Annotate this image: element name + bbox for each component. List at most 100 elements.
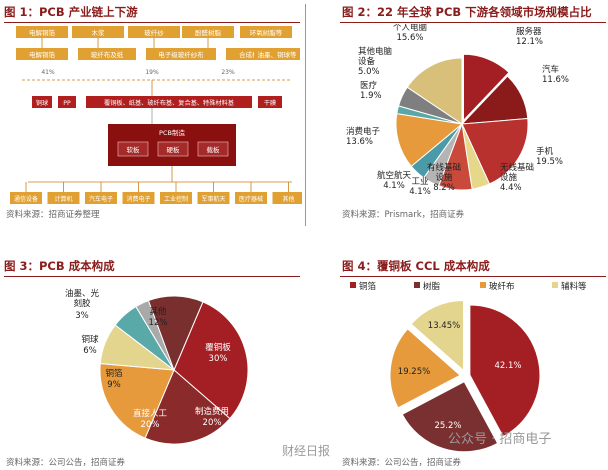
fig4-value-label: 42.1% — [494, 361, 521, 371]
fig2-category-label: 服务器 — [516, 26, 542, 37]
row2-label: 玻纤布及纸 — [91, 50, 124, 59]
fig2-value-label: 1.9% — [360, 91, 382, 101]
fig3-source: 资料来源：公司公告，招商证券 — [6, 458, 126, 468]
app-label: 通信设备 — [14, 195, 38, 203]
pcb-item-box — [157, 141, 189, 157]
fig2-category-label: 其他电脑设备 — [358, 46, 393, 67]
fig3-category-label: 油墨、光刻胶 — [65, 288, 100, 309]
watermark-right: 公众号 · 招商电子 — [448, 432, 552, 447]
app-box — [235, 192, 267, 204]
row2-label: 油墨、铜球等 — [258, 50, 298, 59]
share-label: 23% — [221, 69, 235, 76]
fig1-source: 资料来源：招商证券整理 — [6, 210, 100, 220]
app-box — [47, 192, 80, 204]
row2-box — [78, 48, 136, 60]
fig2-slice-1 — [462, 53, 510, 122]
app-box — [10, 192, 42, 204]
fig4-title-rule — [340, 276, 606, 277]
fig3-value-label: 9% — [107, 380, 121, 390]
app-label: 军事航天 — [201, 195, 225, 203]
fig2-slice-11 — [406, 57, 463, 125]
fig2-category-label: 手机 — [536, 146, 554, 157]
app-label: 其他 — [282, 195, 294, 203]
row1-box — [182, 26, 234, 38]
fig2-value-label: 13.6% — [346, 137, 373, 147]
row3-box — [32, 96, 52, 108]
fig2-category-label: 无线基础设施 — [500, 162, 534, 183]
fig3-value-label: 3% — [75, 311, 89, 321]
top-separator — [305, 4, 306, 226]
fig4-legend-label: 树脂 — [423, 281, 441, 292]
share-label: 41% — [41, 69, 55, 76]
row2-box — [146, 48, 216, 60]
pcb-item-box — [117, 141, 149, 157]
fig2-value-label: 12.1% — [516, 37, 543, 47]
fig1-title: 图 1：PCB 产业链上下游 — [4, 5, 138, 19]
fig3-category-label: 其他 — [149, 306, 167, 317]
row3-box — [58, 96, 76, 108]
fig3-slice-1 — [173, 301, 249, 420]
pcb-item-label: 硬板 — [167, 145, 181, 154]
row1-label: 酚醛树脂 — [195, 28, 222, 37]
row1-label: 玻纤纱 — [144, 28, 164, 37]
row2-box — [254, 48, 300, 60]
fig3-value-label: 6% — [83, 346, 97, 356]
fig3-title-rule — [4, 276, 300, 277]
fig2-value-label: 11.6% — [542, 75, 569, 85]
fig2-value-label: 4.4% — [500, 183, 522, 193]
fig4-slice-2 — [401, 381, 499, 453]
fig2-value-label: 4.1% — [383, 181, 405, 191]
row1-box — [16, 26, 68, 38]
fig4-slice-1 — [469, 304, 541, 438]
fig3-category-label: 直接人工 — [133, 408, 168, 419]
fig2-category-label: 消费电子 — [346, 126, 381, 137]
fig4-legend-label: 铜箔 — [359, 281, 377, 292]
fig4-legend-label: 玻纤布 — [489, 281, 515, 292]
row2-box — [16, 48, 68, 60]
fig3-category-label: 铜球 — [81, 334, 99, 345]
fig2-value-label: 5.0% — [358, 67, 380, 77]
fig3-category-label: 铜箔 — [105, 368, 123, 379]
fig4-pie-chart: 铜箔 树脂 玻纤布 辅料等 42.1% 25.2% 19.25% 13.45% — [350, 281, 587, 453]
row2-label: 合成树脂 — [239, 50, 266, 59]
fig2-category-label: 工业 — [411, 176, 428, 187]
pcb-item-label: 软板 — [127, 145, 141, 154]
fig2-category-label: 航空航天 — [377, 170, 412, 181]
fig3-title: 图 3：PCB 成本构成 — [4, 259, 115, 273]
row1-box — [128, 26, 180, 38]
fig3-value-label: 20% — [141, 420, 160, 430]
fig4-legend-swatch — [480, 282, 486, 288]
row1-label: 环氧树脂等 — [250, 28, 283, 37]
fig4-legend-swatch — [414, 282, 420, 288]
fig4-legend-label: 辅料等 — [561, 281, 587, 292]
app-label: 医疗器械 — [239, 195, 263, 203]
fig3-slice-7 — [147, 295, 204, 372]
app-box — [122, 192, 155, 204]
fig4-legend-swatch — [350, 282, 356, 288]
fig3-slice-3 — [99, 363, 175, 439]
fig2-slice-3 — [461, 117, 529, 185]
fig2-value-label: 4.1% — [409, 187, 431, 197]
fig4-value-label: 13.45% — [428, 321, 460, 331]
app-label: 计算机 — [54, 195, 72, 203]
fig2-source: 资料来源：Prismark，招商证券 — [342, 210, 465, 220]
fig3-category-label: 制造费用 — [195, 406, 229, 417]
row3-label: PP — [63, 100, 71, 107]
row3-label: 铜球 — [36, 99, 49, 107]
fig2-category-label: 汽车 — [542, 64, 559, 75]
fig1-title-rule — [4, 22, 300, 23]
fig2-slice-8 — [395, 113, 464, 167]
app-box — [85, 192, 117, 204]
fig2-value-label: 8.2% — [433, 183, 455, 193]
row1-label: 木浆 — [92, 28, 106, 37]
fig4-source: 资料来源：公司公告，招商证券 — [342, 458, 462, 468]
row3-label: 覆铜板、纸基、玻纤布基、复合基、特殊材料基 — [104, 99, 234, 107]
share-label: 19% — [145, 69, 159, 76]
fig2-category-label: 有线基础设施 — [427, 162, 461, 183]
fig2-title: 图 2：22 年全球 PCB 下游各领域市场规模占比 — [342, 5, 592, 19]
row2-label: 电解铜箔 — [29, 50, 56, 59]
row3-box — [258, 96, 282, 108]
fig4-slice-3 — [389, 328, 461, 409]
pcb-item-label: 载板 — [207, 145, 221, 154]
